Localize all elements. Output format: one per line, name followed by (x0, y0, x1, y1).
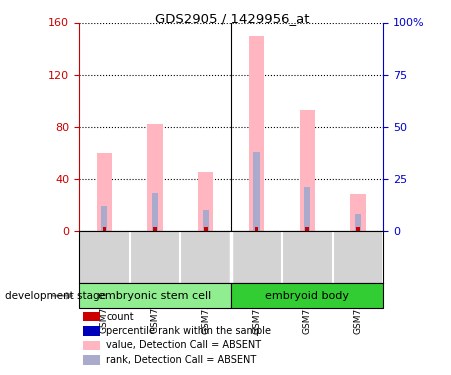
Bar (102, 227, 106, 231)
Bar (198, 172, 213, 231)
Text: embryonic stem cell: embryonic stem cell (98, 291, 212, 301)
Text: percentile rank within the sample: percentile rank within the sample (106, 326, 272, 336)
Bar (204, 227, 207, 231)
Text: embryoid body: embryoid body (265, 291, 349, 301)
Bar (97, 153, 112, 231)
Text: count: count (106, 312, 134, 322)
Bar (153, 227, 157, 231)
Text: GDS2905 / 1429956_at: GDS2905 / 1429956_at (155, 12, 309, 25)
Bar (83, 341, 100, 350)
Bar (356, 227, 360, 231)
Bar (249, 36, 264, 231)
Bar (79, 283, 231, 308)
Bar (305, 227, 309, 231)
Bar (83, 312, 100, 321)
Bar (299, 110, 315, 231)
Bar (255, 227, 258, 231)
Bar (253, 152, 260, 231)
Bar (83, 356, 100, 364)
Text: value, Detection Call = ABSENT: value, Detection Call = ABSENT (106, 340, 262, 351)
Bar (147, 124, 163, 231)
Bar (350, 194, 366, 231)
Bar (202, 210, 209, 231)
Bar (83, 326, 100, 336)
Bar (101, 206, 107, 231)
Bar (231, 283, 383, 308)
Bar (304, 187, 310, 231)
Bar (152, 193, 158, 231)
Text: rank, Detection Call = ABSENT: rank, Detection Call = ABSENT (106, 355, 257, 365)
Text: development stage: development stage (5, 291, 106, 301)
Bar (355, 214, 361, 231)
